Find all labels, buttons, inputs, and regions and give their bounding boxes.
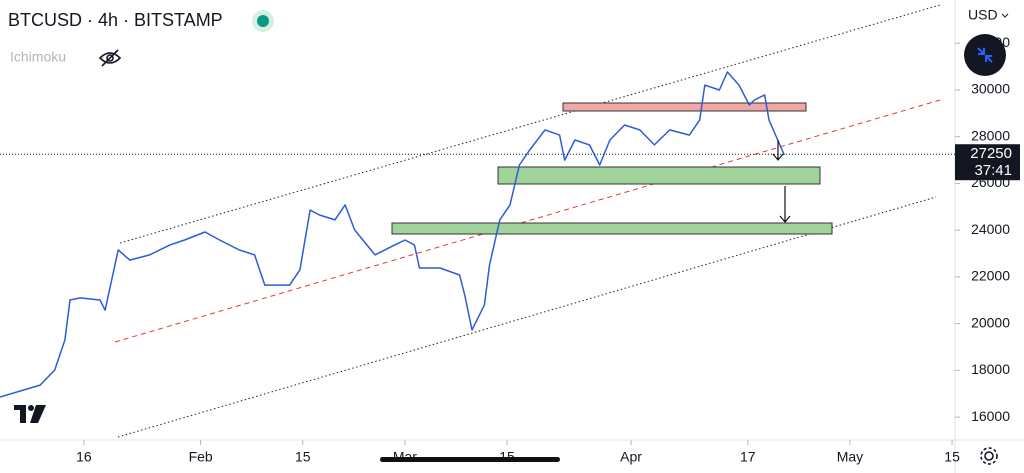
fullscreen-button[interactable] [964,34,1006,76]
y-tick-label: 16000 [971,408,1010,424]
resistance-zone [562,102,807,112]
x-tick-label: 17 [740,449,756,465]
x-tick-label: Mar [393,449,417,465]
support-zone [391,222,833,235]
y-tick-label: 20000 [971,314,1010,330]
last-price-box [955,144,1020,181]
x-tick-label: 15 [944,449,960,465]
countdown-label: 37:41 [974,162,1012,179]
x-tick-label: May [837,449,863,465]
fullscreen-icon [977,47,993,63]
x-tick-label: Feb [189,449,213,465]
x-tick-label: 16 [76,449,92,465]
x-tick-label: 15 [295,449,311,465]
y-tick-label: 30000 [971,81,1010,97]
x-tick-label: Apr [620,449,642,465]
y-tick-label: 22000 [971,268,1010,284]
last-price-label: 27250 [970,145,1012,162]
support-zone [497,166,821,185]
y-tick-label: 18000 [971,361,1010,377]
chart-title: BTCUSD · 4h · BITSTAMP [8,10,223,30]
y-tick-label: 28000 [971,127,1010,143]
tv-logo [14,405,46,423]
currency-label[interactable]: USD [968,7,998,23]
x-tick-label: 15 [499,449,515,465]
indicator-label: Ichimoku [10,49,66,65]
price-line [0,71,785,398]
chevron [1001,13,1009,18]
arrow [772,140,791,223]
settings-icon[interactable] [980,447,998,465]
hide-icon[interactable] [98,49,122,67]
y-tick-label: 24000 [971,221,1010,237]
status-dot [257,15,269,27]
scroll-bar[interactable] [380,457,560,462]
